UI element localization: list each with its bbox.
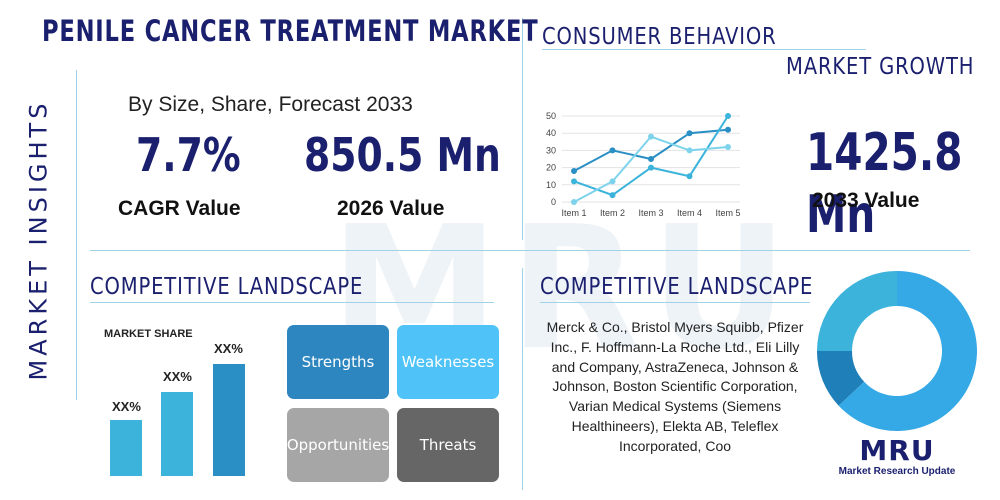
- y-tick-label: 0: [551, 197, 556, 207]
- bottom-column-divider: [522, 268, 523, 490]
- key-players-list: Merck & Co., Bristol Myers Squibb, Pfize…: [546, 319, 804, 454]
- swot-opportunities: Opportunities: [287, 408, 389, 482]
- market-share-bar: [213, 364, 245, 476]
- consumer-underline: [542, 49, 866, 50]
- consumer-behavior-title: CONSUMER BEHAVIOR: [542, 24, 777, 50]
- market-share-bar: [110, 420, 142, 476]
- growth-value: 1425.8 Mn: [806, 123, 963, 245]
- landscape-left-title: COMPETITIVE LANDSCAPE: [90, 274, 364, 300]
- line-chart-y-ticks: 0 10 20 30 40 50: [546, 111, 556, 207]
- donut-slice: [817, 351, 865, 406]
- x-tick-label: Item 1: [561, 208, 586, 218]
- market-growth-title: MARKET GROWTH: [786, 54, 975, 80]
- landscape-left-underline: [90, 302, 494, 303]
- swot-strengths: Strengths: [287, 325, 389, 399]
- logo-mark: MRU: [859, 434, 935, 467]
- cagr-label: CAGR Value: [118, 197, 241, 220]
- series-point: [571, 178, 577, 185]
- subtitle: By Size, Share, Forecast 2033: [128, 93, 413, 116]
- page-title: PENILE CANCER TREATMENT MARKET: [42, 14, 539, 48]
- donut-slice: [817, 271, 897, 351]
- bar-label: XX%: [214, 341, 243, 356]
- donut-slice: [838, 271, 977, 431]
- growth-label: 2033 Value: [812, 189, 920, 212]
- y-tick-label: 30: [546, 145, 556, 155]
- y-tick-label: 20: [546, 163, 556, 173]
- series-point: [686, 147, 693, 154]
- swot-weaknesses: Weaknesses: [397, 325, 499, 399]
- landscape-right-underline: [540, 302, 810, 303]
- x-tick-label: Item 2: [600, 208, 625, 218]
- market-share-bar: [161, 392, 193, 476]
- series-point: [648, 156, 654, 162]
- series-point: [648, 164, 654, 171]
- series-point: [725, 113, 731, 119]
- line-chart-series: [571, 113, 731, 205]
- series-point: [609, 178, 616, 185]
- donut-chart: [817, 271, 977, 431]
- logo: MRU Market Research Update: [832, 434, 962, 478]
- x-tick-label: Item 3: [638, 208, 663, 218]
- y-tick-label: 40: [546, 128, 556, 138]
- x-tick-label: Item 5: [715, 208, 740, 218]
- value-2026: 850.5 Mn: [304, 128, 501, 182]
- value-2026-label: 2026 Value: [337, 197, 445, 220]
- series-point: [686, 130, 693, 137]
- swot-threats: Threats: [397, 408, 499, 482]
- y-tick-label: 10: [546, 180, 556, 190]
- series-line: [573, 115, 729, 197]
- series-point: [725, 126, 731, 133]
- line-chart-x-ticks: Item 1 Item 2 Item 3 Item 4 Item 5: [561, 208, 740, 218]
- series-point: [571, 168, 577, 175]
- series-point: [648, 133, 654, 140]
- side-divider: [76, 70, 77, 400]
- series-point: [609, 147, 616, 154]
- bar-label: XX%: [163, 369, 192, 384]
- series-point: [686, 173, 693, 180]
- landscape-right-title: COMPETITIVE LANDSCAPE: [540, 274, 814, 300]
- market-share-title: MARKET SHARE: [104, 328, 193, 340]
- y-tick-label: 50: [546, 111, 556, 121]
- bar-label: XX%: [112, 399, 141, 414]
- side-label: MARKET INSIGHTS: [24, 99, 52, 381]
- row-divider: [90, 250, 970, 251]
- x-tick-label: Item 4: [677, 208, 702, 218]
- logo-text: Market Research Update: [838, 466, 956, 477]
- series-point: [571, 199, 577, 205]
- top-column-divider: [522, 18, 523, 240]
- series-point: [609, 192, 616, 199]
- series-point: [725, 143, 731, 150]
- cagr-value: 7.7%: [136, 128, 241, 182]
